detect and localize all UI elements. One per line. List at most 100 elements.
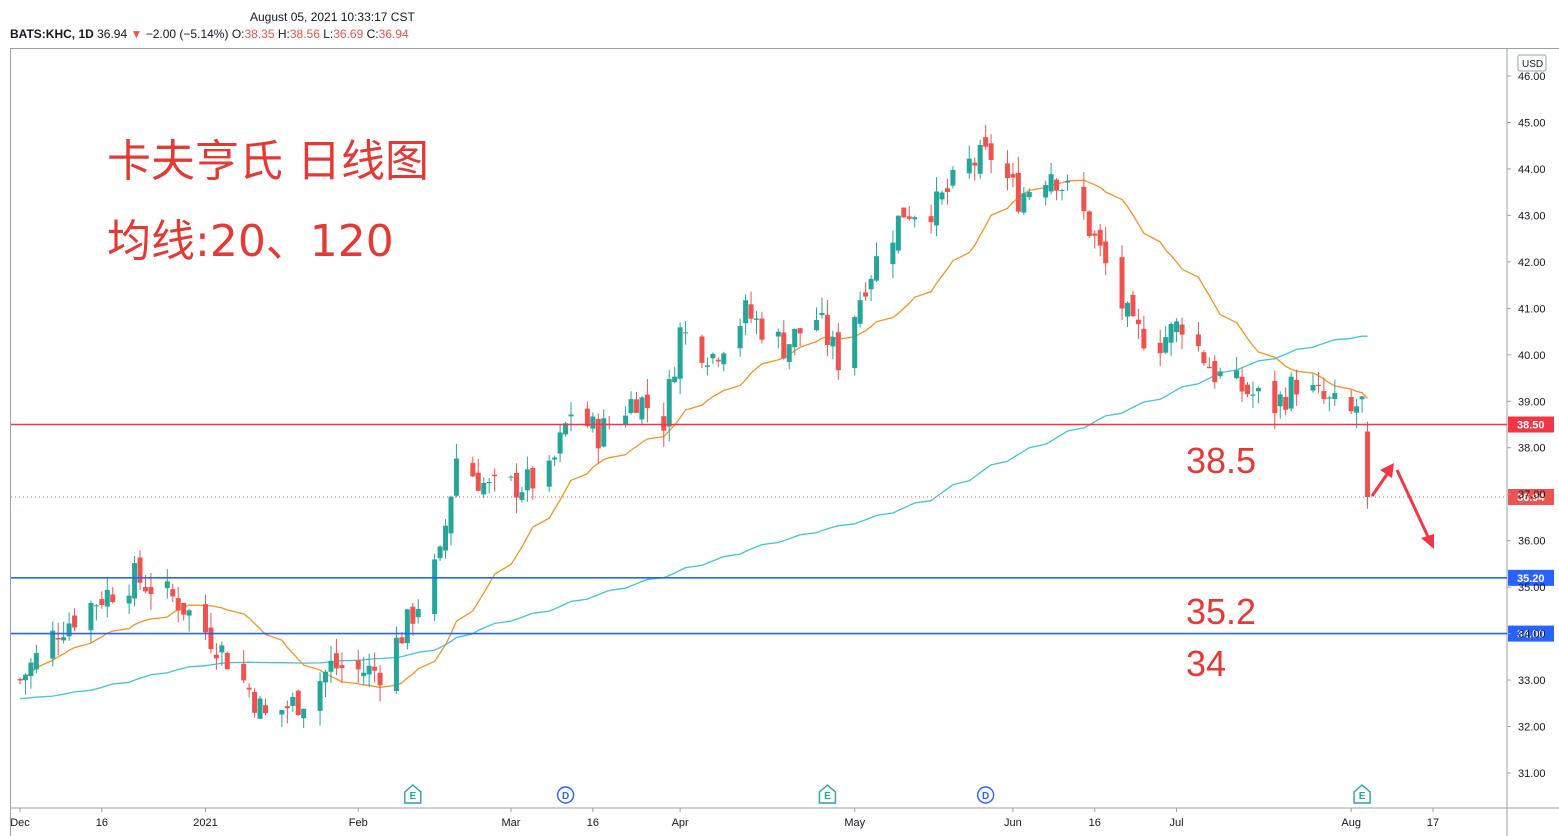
- candle-body: [1135, 319, 1141, 325]
- candle-body: [1015, 172, 1021, 212]
- dividend-marker[interactable]: D: [976, 786, 995, 804]
- candle-body: [1010, 174, 1016, 178]
- candle-body: [797, 328, 803, 334]
- candle-body: [1119, 257, 1125, 309]
- candle-body: [55, 637, 61, 640]
- candle-body: [1277, 394, 1283, 407]
- candle-body: [1021, 193, 1027, 213]
- candle-body: [1283, 396, 1289, 410]
- candle-body: [890, 242, 896, 265]
- last-price-label: 36.94: [1517, 492, 1545, 504]
- candle-body: [1026, 192, 1032, 198]
- price-tick-label: 32.00: [1518, 722, 1546, 734]
- level-annotation-34: 34: [1186, 643, 1226, 684]
- candle-body: [666, 379, 672, 427]
- open-value: 38.35: [244, 27, 275, 41]
- candle-body: [704, 365, 710, 367]
- low-label: L:: [323, 27, 334, 41]
- candle-body: [983, 137, 989, 147]
- candle-body: [1332, 393, 1338, 399]
- candle-body: [677, 327, 683, 379]
- candle-body: [524, 469, 530, 491]
- candle-body: [863, 292, 869, 297]
- candle-body: [175, 598, 181, 611]
- price-tick-label: 40.00: [1518, 350, 1546, 362]
- candle-body: [475, 472, 481, 491]
- candle-body: [601, 418, 607, 447]
- candle-body: [814, 319, 820, 331]
- earnings-marker[interactable]: E: [404, 784, 422, 804]
- candle-body: [50, 630, 56, 659]
- candle-body: [934, 191, 940, 226]
- candle-body: [1157, 342, 1163, 354]
- earnings-marker[interactable]: E: [818, 784, 837, 804]
- candle-body: [972, 162, 978, 166]
- candle-body: [1326, 397, 1332, 399]
- candle-body: [333, 653, 339, 669]
- candle-body: [950, 169, 956, 186]
- candle-body: [93, 605, 99, 607]
- candle-body: [372, 666, 378, 671]
- close-value: 36.94: [378, 27, 409, 41]
- candle-body: [257, 698, 263, 719]
- candle-body: [786, 344, 792, 362]
- candle-body: [323, 671, 329, 683]
- candle-body: [1217, 371, 1223, 377]
- time-tick-label: May: [844, 817, 865, 829]
- high-label: H:: [277, 27, 290, 41]
- candle-body: [1092, 233, 1098, 236]
- candle-body: [110, 594, 116, 603]
- down-arrow-annotation: [1395, 469, 1432, 542]
- candle-body: [590, 416, 596, 429]
- level-price-tag: [1508, 569, 1554, 586]
- high-value: 38.56: [289, 27, 320, 41]
- candle-body: [470, 462, 476, 477]
- event-marker-label: E: [1359, 791, 1366, 802]
- candle-body: [868, 278, 874, 290]
- change-value: −2.00 (−5.14%): [145, 27, 229, 41]
- candle-body: [912, 217, 918, 220]
- low-value: 36.69: [333, 27, 364, 41]
- candle-body: [202, 604, 208, 633]
- candle-body: [1130, 294, 1136, 317]
- dividend-marker[interactable]: D: [556, 786, 575, 804]
- candle-body: [246, 687, 252, 690]
- price-tick-label: 41.00: [1518, 303, 1546, 315]
- candle-body: [355, 660, 361, 670]
- currency-box: [1517, 54, 1547, 72]
- candle-body: [737, 326, 743, 349]
- time-tick-label: Jul: [1170, 817, 1184, 829]
- event-marker-label: D: [562, 791, 569, 802]
- candle-body: [568, 414, 574, 417]
- candle-body: [22, 674, 28, 681]
- candle-body: [639, 397, 645, 420]
- symbol-label[interactable]: BATS:KHC, 1D: [10, 27, 94, 41]
- ma-annotation: 均线:20、120: [107, 216, 394, 267]
- candle-body: [1359, 396, 1365, 400]
- candle-body: [432, 559, 438, 615]
- candle-body: [552, 457, 558, 460]
- candle-body: [1043, 185, 1049, 198]
- candle-body: [295, 690, 301, 716]
- earnings-icon: [818, 784, 837, 804]
- candle-body: [699, 336, 705, 363]
- price-tick-label: 39.00: [1518, 396, 1546, 408]
- candle-body: [1174, 321, 1180, 333]
- candle-body: [1239, 376, 1245, 392]
- candle-body: [1103, 241, 1109, 264]
- candle-body: [1250, 394, 1256, 396]
- candle-body: [1212, 360, 1218, 383]
- price-tick-label: 45.00: [1518, 117, 1546, 129]
- annotations: 卡夫亨氏 日线图 均线:20、120 38.5 35.2 34: [107, 136, 1434, 684]
- price-tick-label: 33.00: [1518, 675, 1546, 687]
- candle-body: [928, 216, 934, 223]
- level-price-tag: [1508, 625, 1554, 642]
- candle-body: [644, 394, 650, 409]
- earnings-marker[interactable]: E: [1353, 784, 1371, 804]
- candle-body: [186, 610, 192, 616]
- candle-body: [1245, 384, 1251, 395]
- candle-body: [28, 662, 34, 677]
- candle-body: [557, 432, 563, 454]
- last-price-tag: [1508, 488, 1554, 505]
